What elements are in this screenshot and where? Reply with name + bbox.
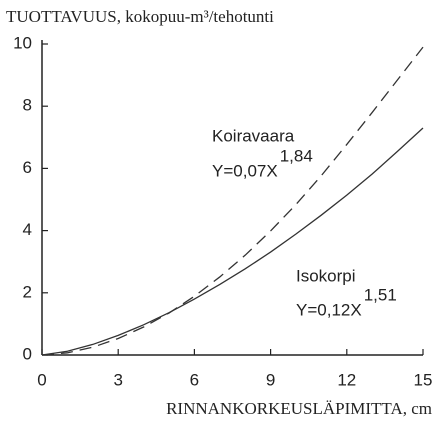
equation: Y=0,07X	[212, 161, 278, 180]
equation-exponent: 1,84	[280, 146, 313, 165]
curve-label: Koiravaara	[212, 126, 295, 145]
x-tick-label: 3	[113, 370, 122, 389]
equation-exponent: 1,51	[364, 285, 397, 304]
y-tick-label: 4	[23, 220, 32, 239]
y-tick-label: 10	[13, 33, 32, 52]
x-tick-label: 6	[190, 370, 199, 389]
x-tick-label: 0	[37, 370, 46, 389]
y-tick-label: 6	[23, 158, 32, 177]
data-line	[41, 46, 424, 356]
x-tick-label: 12	[337, 370, 356, 389]
x-axis-label: RINNANKORKEUSLÄPIMITTA, cm	[166, 399, 432, 418]
y-tick-label: 0	[23, 344, 32, 363]
data-line	[41, 127, 424, 356]
curve-label: Isokorpi	[296, 266, 356, 285]
chart-title: TUOTTAVUUS, kokopuu-m³/tehotunti	[6, 7, 274, 26]
y-tick-label: 2	[23, 282, 32, 301]
x-tick-label: 9	[266, 370, 275, 389]
y-tick-label: 8	[23, 96, 32, 115]
x-tick-label: 15	[414, 370, 433, 389]
equation: Y=0,12X	[296, 300, 362, 319]
